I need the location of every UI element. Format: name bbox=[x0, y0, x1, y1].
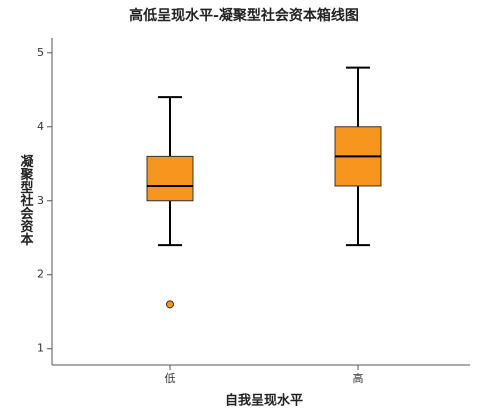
y-axis-title: 凝聚型社会资本 bbox=[18, 154, 35, 247]
box bbox=[146, 155, 194, 202]
chart-title: 高低呈现水平-凝聚型社会资本箱线图 bbox=[129, 7, 359, 24]
outlier bbox=[166, 300, 174, 309]
x-tick-label: 低 bbox=[165, 372, 176, 385]
x-tick-label: 高 bbox=[353, 371, 364, 385]
x-axis-title: 自我呈现水平 bbox=[225, 393, 303, 409]
y-tick-label: 2 bbox=[37, 268, 44, 281]
y-tick-label: 1 bbox=[37, 342, 44, 355]
y-tick-label: 5 bbox=[37, 46, 44, 59]
y-tick-label: 3 bbox=[37, 194, 44, 207]
y-tick-label: 4 bbox=[37, 120, 44, 133]
